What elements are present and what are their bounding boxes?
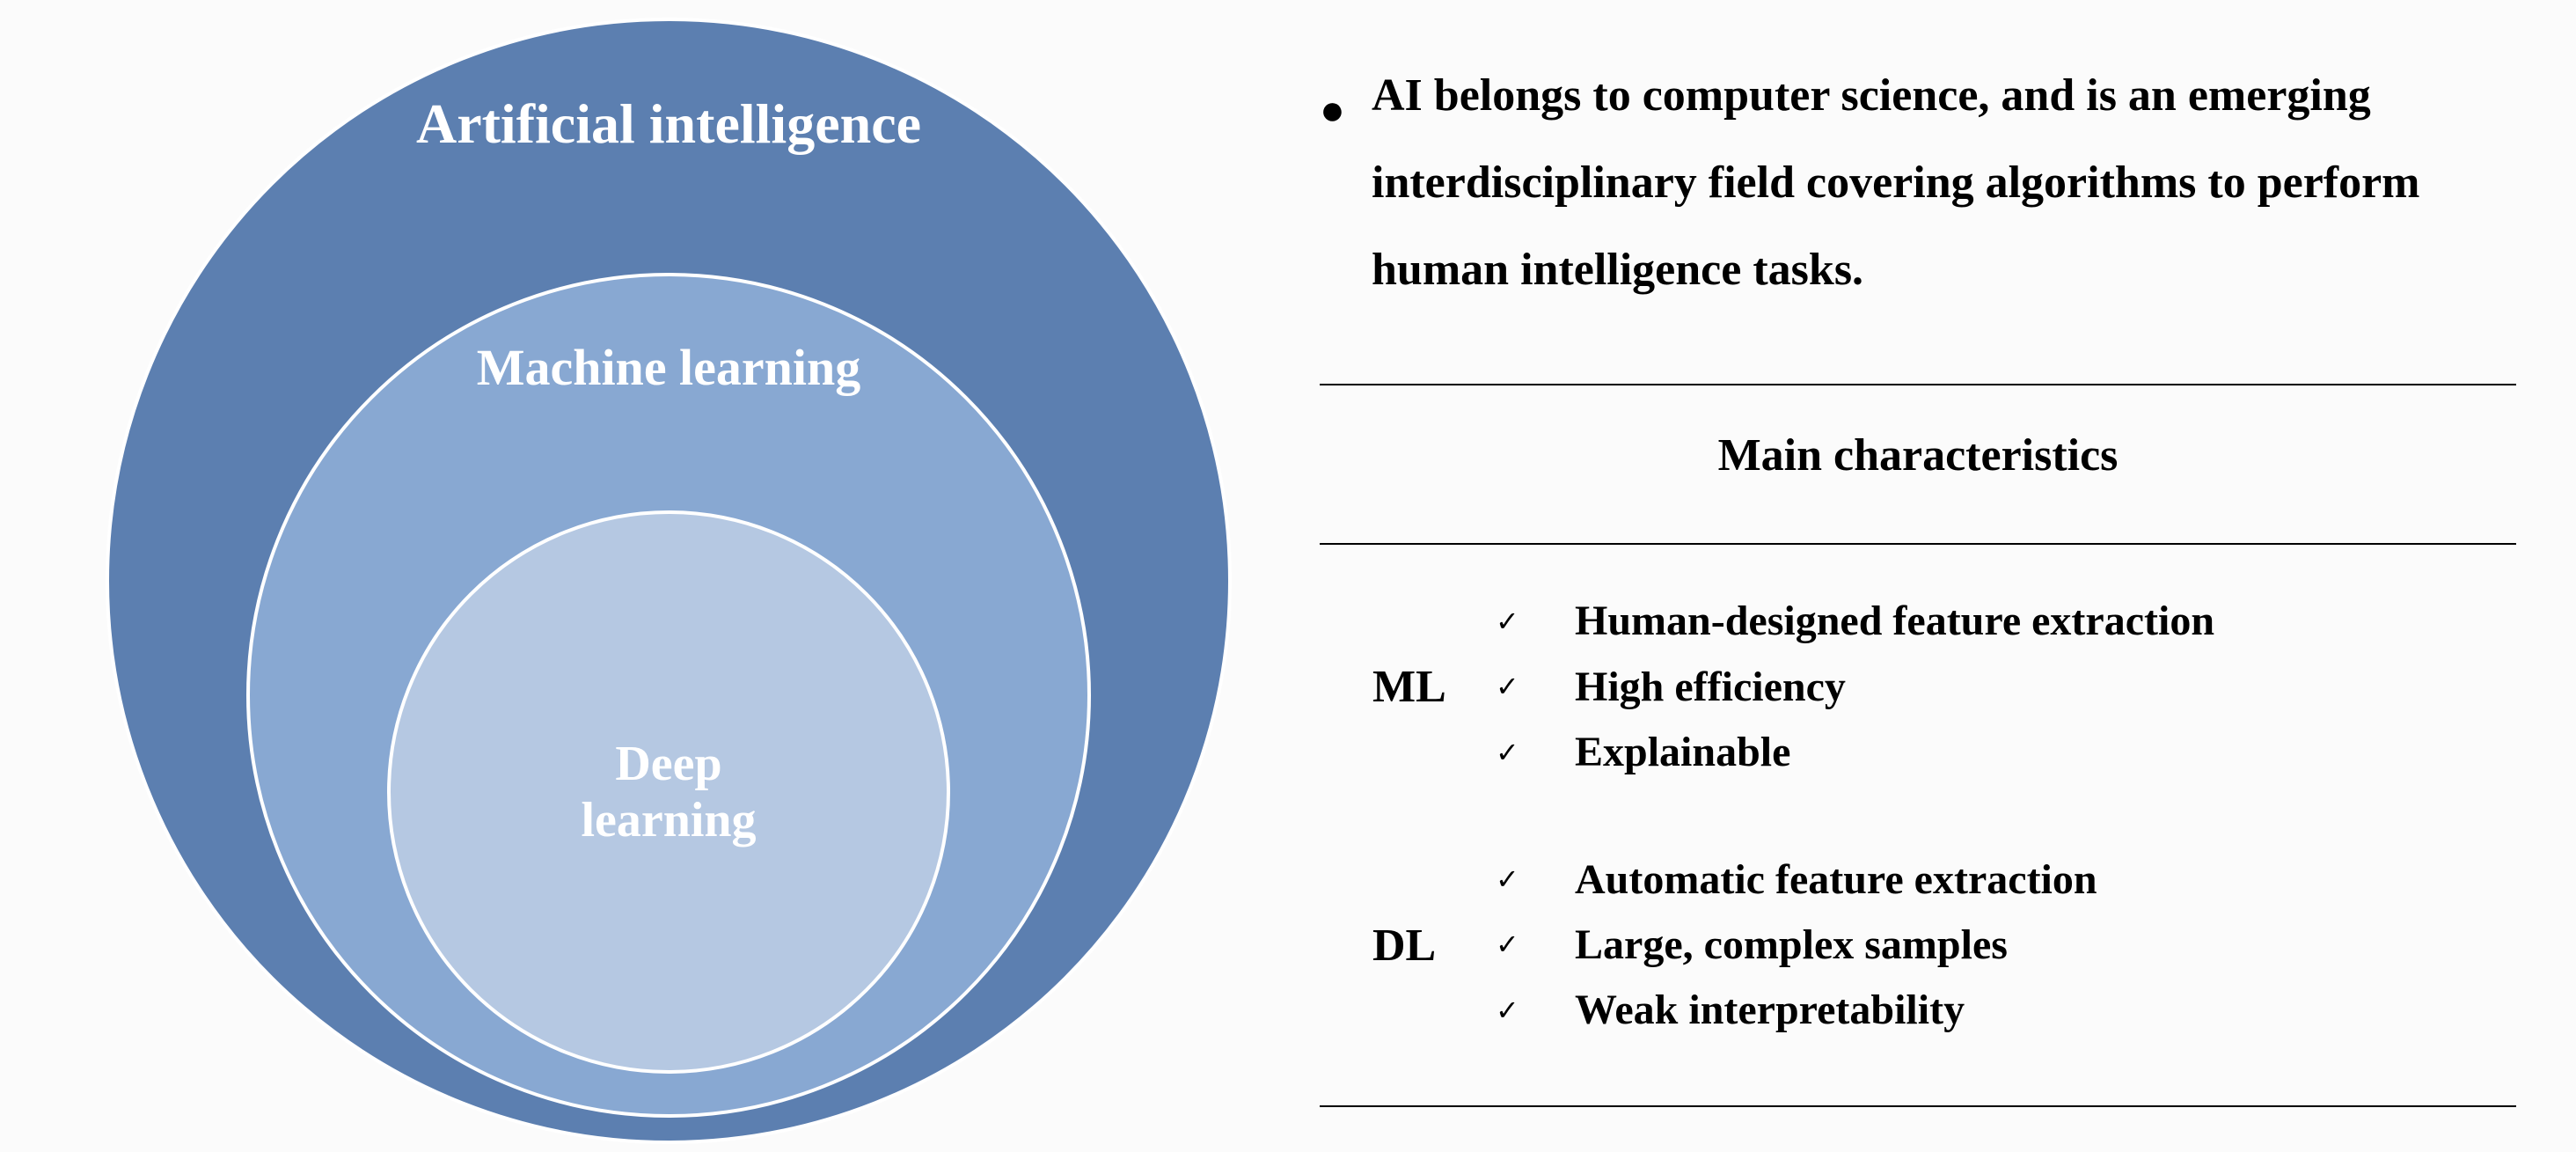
divider-top [1320,384,2516,385]
intro-bullet: ● AI belongs to computer science, and is… [1320,53,2516,313]
ml-list: ✓ Human-designed feature extraction ✓ High… [1496,589,2214,785]
list-item: ✓ High efficiency [1496,655,2214,720]
circle-dl-label: Deeplearning [581,736,756,849]
ml-item-2: Explainable [1575,720,1790,785]
bullet-icon: ● [1320,70,1345,150]
characteristics-heading: Main characteristics [1320,429,2516,481]
check-icon: ✓ [1496,665,1531,709]
dl-item-0: Automatic feature extraction [1575,847,2097,913]
list-item: ✓ Weak interpretability [1496,978,2097,1043]
divider-bottom [1320,1105,2516,1107]
text-panel: ● AI belongs to computer science, and is… [1320,53,2516,1107]
list-item: ✓ Automatic feature extraction [1496,847,2097,913]
check-icon: ✓ [1496,858,1531,902]
list-item: ✓ Human-designed feature extraction [1496,589,2214,654]
check-icon: ✓ [1496,731,1531,775]
intro-text: AI belongs to computer science, and is a… [1372,53,2516,313]
circle-dl: Deeplearning [387,510,950,1074]
ml-block: ML ✓ Human-designed feature extraction ✓ H… [1320,589,2516,785]
list-item: ✓ Large, complex samples [1496,913,2097,978]
ml-item-0: Human-designed feature extraction [1575,589,2214,654]
divider-mid [1320,543,2516,545]
dl-item-2: Weak interpretability [1575,978,1965,1043]
check-icon: ✓ [1496,923,1531,967]
check-icon: ✓ [1496,600,1531,644]
list-item: ✓ Explainable [1496,720,2214,785]
dl-item-1: Large, complex samples [1575,913,2008,978]
dl-list: ✓ Automatic feature extraction ✓ Large, co… [1496,847,2097,1044]
ml-label: ML [1372,661,1496,713]
venn-diagram: Artificial intelligence Machine learning… [106,18,1232,1144]
dl-block: DL ✓ Automatic feature extraction ✓ Large,… [1320,847,2516,1044]
check-icon: ✓ [1496,989,1531,1033]
ml-item-1: High efficiency [1575,655,1846,720]
dl-label: DL [1372,920,1496,972]
